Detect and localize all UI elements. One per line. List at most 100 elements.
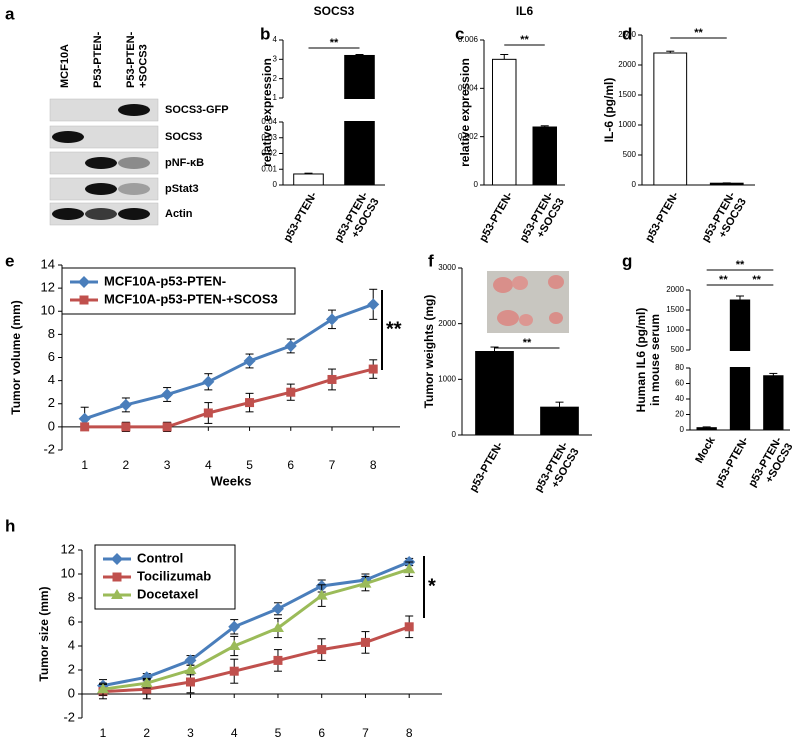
x-tick-label: p53-PTEN- — [713, 435, 751, 489]
panel-letter: f — [428, 251, 434, 270]
marker — [79, 295, 89, 305]
x-tick-label: 6 — [318, 726, 325, 740]
panel-letter: e — [5, 251, 14, 270]
y-tick-label: 0 — [48, 418, 55, 433]
text-line: Human IL6 (pg/ml) — [634, 308, 648, 413]
y-tick-label: 6 — [48, 349, 55, 364]
significance-label: ** — [330, 37, 339, 49]
y-tick-label: 4 — [273, 35, 278, 44]
x-tick-label: 2 — [123, 458, 130, 472]
blot-band — [52, 131, 84, 143]
x-axis-title: Weeks — [211, 473, 252, 488]
y-tick-label: 0.01 — [261, 164, 277, 173]
y-axis-title: IL-6 (pg/ml) — [602, 78, 616, 143]
x-tick-label: p53-PTEN-+SOCS3 — [700, 190, 749, 251]
x-tick-label: 1 — [100, 726, 107, 740]
y-tick-label: 12 — [41, 280, 55, 295]
legend-label: MCF10A-p53-PTEN- — [104, 273, 226, 288]
y-tick-label: 0 — [632, 180, 637, 189]
chart-title: SOCS3 — [314, 4, 355, 18]
tumor — [493, 277, 513, 293]
blot-band — [118, 157, 150, 169]
row-label: pStat3 — [165, 183, 199, 195]
row-label: Actin — [165, 208, 193, 220]
panel-letter: b — [260, 24, 270, 43]
y-tick-label: 0 — [474, 180, 479, 189]
x-tick-label: 5 — [275, 726, 282, 740]
y-axis-title: Tumor volume (mm) — [9, 300, 23, 414]
marker — [229, 666, 239, 676]
y-tick-label: 1500 — [666, 305, 684, 314]
marker — [286, 387, 296, 397]
tumor — [519, 314, 533, 326]
bar — [293, 173, 324, 186]
y-tick-label: 3 — [273, 54, 278, 63]
series-line — [102, 567, 410, 691]
y-tick-label: 1500 — [618, 90, 636, 99]
x-tick-label: p53-PTEN- — [477, 190, 515, 244]
marker — [202, 375, 215, 388]
x-tick-label: p53-PTEN- — [467, 440, 505, 494]
blot-band — [118, 208, 150, 220]
marker — [111, 589, 123, 599]
axis-break-gap — [278, 99, 390, 121]
significance-label: ** — [523, 337, 532, 349]
x-tick-label: 3 — [187, 726, 194, 740]
legend-box — [61, 267, 296, 315]
legend-label: Tocilizumab — [137, 568, 211, 583]
row-label: SOCS3 — [165, 131, 202, 143]
marker — [184, 654, 197, 667]
blot-band — [85, 208, 117, 220]
marker — [185, 677, 195, 687]
y-tick-label: 40 — [675, 394, 684, 403]
y-tick-label: 1000 — [618, 120, 636, 129]
marker — [161, 388, 174, 401]
y-tick-label: -2 — [43, 441, 55, 456]
lane-label: P53-PTEN- — [92, 31, 104, 88]
y-tick-label: 2 — [273, 74, 278, 83]
text-line: +SOCS3 — [138, 44, 150, 88]
marker — [327, 374, 337, 384]
marker — [315, 589, 328, 600]
marker — [111, 553, 123, 565]
marker — [368, 364, 378, 374]
significance-label: * — [428, 575, 436, 597]
marker — [142, 684, 152, 694]
x-tick-label: 8 — [370, 458, 377, 472]
tumor — [549, 312, 563, 324]
x-tick-label: 2 — [143, 726, 150, 740]
x-tick-label: 5 — [246, 458, 253, 472]
x-tick-label: 8 — [406, 726, 413, 740]
tumor-photo-items — [493, 275, 564, 326]
marker — [80, 422, 90, 432]
panel-letter: h — [5, 516, 15, 535]
y-axis-title: relative expression — [260, 58, 274, 167]
marker — [284, 339, 297, 352]
blot-band — [118, 104, 150, 116]
marker — [228, 640, 241, 650]
row-label: pNF-κB — [165, 157, 204, 169]
marker — [359, 577, 372, 588]
legend-label: Control — [137, 550, 183, 565]
row-label: SOCS3-GFP — [165, 104, 229, 116]
y-tick-label: 10 — [61, 565, 75, 580]
x-tick-label: 4 — [231, 726, 238, 740]
y-tick-label: 0.002 — [458, 132, 479, 141]
x-tick-label: 7 — [362, 726, 369, 740]
y-tick-label: 2 — [68, 661, 75, 676]
significance-label: ** — [386, 318, 402, 340]
y-tick-label: 2 — [48, 395, 55, 410]
legend-label: MCF10A-p53-PTEN-+SCOS3 — [104, 291, 278, 306]
series-line — [102, 625, 410, 694]
y-tick-label: 2000 — [438, 319, 456, 328]
marker — [162, 422, 172, 432]
marker — [203, 408, 213, 418]
bar — [540, 406, 579, 436]
panel-letter: c — [455, 24, 464, 43]
marker — [121, 422, 131, 432]
marker — [78, 412, 91, 425]
tumor — [497, 310, 519, 326]
blot-band — [85, 157, 117, 169]
marker — [140, 677, 153, 688]
